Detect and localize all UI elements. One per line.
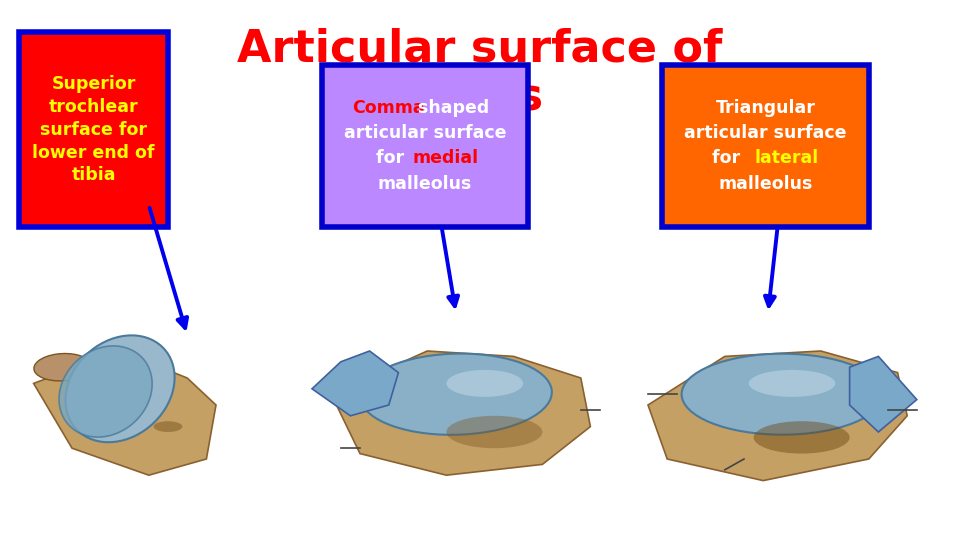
Ellipse shape: [34, 354, 91, 381]
Text: medial: medial: [413, 150, 479, 167]
FancyBboxPatch shape: [322, 65, 528, 227]
Text: for: for: [712, 150, 746, 167]
Text: shaped: shaped: [412, 99, 490, 117]
Polygon shape: [331, 351, 590, 475]
Polygon shape: [312, 351, 398, 416]
Text: lateral: lateral: [755, 150, 819, 167]
Text: articular surface: articular surface: [344, 124, 506, 142]
Ellipse shape: [59, 346, 153, 437]
Text: for: for: [376, 150, 411, 167]
Ellipse shape: [682, 354, 883, 435]
Text: Superior
trochlear
surface for
lower end of
tibia: Superior trochlear surface for lower end…: [33, 75, 155, 184]
Text: malleolus: malleolus: [377, 174, 472, 193]
Polygon shape: [34, 351, 216, 475]
Text: articular surface: articular surface: [684, 124, 847, 142]
Polygon shape: [850, 356, 917, 432]
Ellipse shape: [360, 354, 552, 435]
Text: Articular surface of
Talus: Articular surface of Talus: [237, 27, 723, 118]
FancyBboxPatch shape: [19, 32, 168, 227]
Ellipse shape: [749, 370, 835, 397]
Ellipse shape: [446, 370, 523, 397]
Text: Triangular: Triangular: [715, 99, 816, 117]
Ellipse shape: [154, 421, 182, 432]
Ellipse shape: [754, 421, 850, 454]
Ellipse shape: [446, 416, 542, 448]
Polygon shape: [648, 351, 907, 481]
FancyBboxPatch shape: [662, 65, 869, 227]
Ellipse shape: [65, 335, 175, 442]
Text: Comma: Comma: [352, 99, 424, 117]
Text: malleolus: malleolus: [718, 174, 813, 193]
